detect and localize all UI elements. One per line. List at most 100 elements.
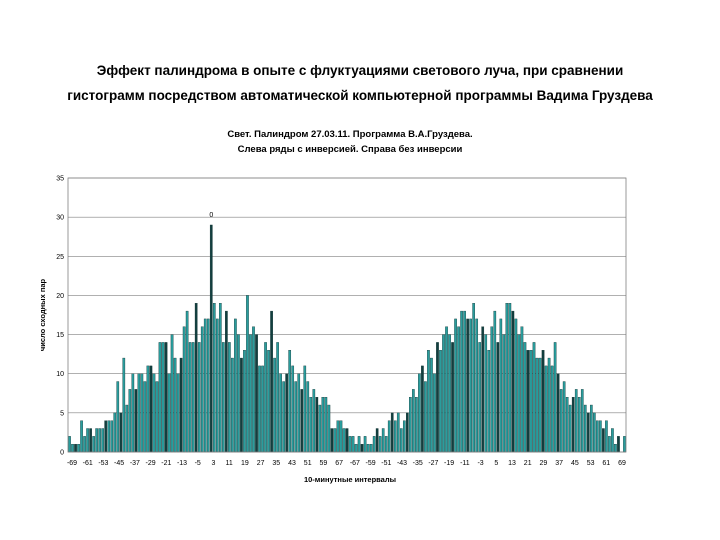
y-axis-label: число сходных пар — [38, 278, 47, 351]
y-tick-label: 35 — [56, 176, 64, 183]
x-tick-label: -27 — [428, 460, 438, 467]
bar — [225, 310, 228, 453]
bar — [565, 397, 569, 453]
bar — [508, 303, 512, 453]
bar — [261, 365, 264, 453]
bar — [384, 436, 388, 453]
bar — [167, 373, 171, 453]
bar — [589, 404, 593, 453]
x-tick-label: -51 — [381, 460, 391, 467]
bar — [571, 397, 575, 453]
bar — [203, 318, 207, 453]
bar — [98, 428, 101, 453]
bar — [623, 436, 626, 453]
x-tick-label: 27 — [257, 460, 265, 467]
bar — [608, 436, 611, 453]
bar — [599, 420, 602, 453]
bar — [179, 357, 183, 453]
bar — [315, 397, 319, 453]
bar — [526, 350, 530, 453]
bar — [149, 365, 153, 453]
bar — [155, 381, 159, 453]
bar — [273, 357, 276, 453]
bar — [596, 420, 599, 453]
bar — [580, 389, 584, 453]
bar — [200, 326, 204, 453]
x-axis-label: 10-минутные интервалы — [304, 475, 396, 484]
x-tick-labels: -69 -61 -53 -45 -37 -29 -21 -13 -5 3 11 19 27 35 43 51 5… — [67, 460, 626, 467]
x-tick-label: -29 — [146, 460, 156, 467]
bar — [336, 420, 340, 453]
bar — [297, 373, 301, 453]
bar — [436, 342, 439, 453]
bar — [399, 428, 403, 453]
y-tick-label: 25 — [56, 254, 64, 261]
x-tick-label: -61 — [83, 460, 93, 467]
bar — [176, 373, 180, 453]
bar — [279, 373, 282, 453]
bar — [532, 342, 536, 453]
y-tick-label: 0 — [60, 450, 64, 457]
bar — [252, 326, 255, 453]
plot-area-frame — [67, 177, 627, 453]
bar — [611, 428, 614, 453]
bar — [466, 318, 469, 453]
x-tick-label: -11 — [460, 460, 470, 467]
x-tick-label: 3 — [211, 460, 215, 467]
x-tick-label: 21 — [524, 460, 532, 467]
bar — [80, 420, 83, 453]
bar — [396, 412, 400, 453]
x-tick-label: -53 — [98, 460, 108, 467]
bar — [390, 412, 394, 453]
chart-subtitle: Слева ряды с инверсией. Справа без инвер… — [238, 144, 463, 155]
bar — [421, 365, 424, 453]
bar — [514, 318, 518, 453]
bar — [170, 334, 174, 453]
bar — [158, 342, 162, 453]
bar — [387, 420, 391, 453]
bar — [270, 310, 273, 453]
bar — [342, 428, 346, 453]
bar — [71, 443, 74, 453]
x-tick-label: -3 — [477, 460, 483, 467]
bar — [614, 443, 617, 453]
bar — [300, 389, 304, 453]
bar — [424, 381, 427, 453]
bar — [517, 334, 521, 453]
bar — [137, 373, 141, 453]
bar — [128, 389, 132, 453]
bar — [378, 436, 382, 453]
bar — [372, 436, 376, 453]
bar — [381, 428, 385, 453]
bar — [430, 357, 433, 453]
bar — [511, 310, 515, 453]
bar — [354, 443, 358, 453]
bar — [152, 373, 156, 453]
bar — [393, 420, 397, 453]
x-tick-label: 19 — [241, 460, 249, 467]
bar — [197, 342, 201, 453]
bar — [538, 357, 542, 453]
bar — [475, 318, 479, 453]
bar — [264, 342, 267, 453]
bar — [593, 412, 596, 453]
x-tick-label: -19 — [444, 460, 454, 467]
bar — [318, 404, 322, 453]
x-tick-label: 69 — [618, 460, 626, 467]
x-tick-label: 61 — [602, 460, 610, 467]
slide-title-line-1: Эффект палиндрома в опыте с флуктуациями… — [96, 63, 624, 78]
bar — [306, 381, 310, 453]
bar — [143, 381, 147, 453]
bar — [583, 404, 587, 453]
bar — [454, 318, 457, 453]
bar — [556, 373, 560, 453]
bar — [249, 334, 252, 453]
x-tick-label: 37 — [555, 460, 563, 467]
bar — [110, 420, 114, 453]
bar — [544, 365, 548, 453]
bar — [324, 397, 328, 453]
bar — [182, 326, 186, 453]
bar — [402, 420, 406, 453]
bar — [89, 428, 92, 453]
